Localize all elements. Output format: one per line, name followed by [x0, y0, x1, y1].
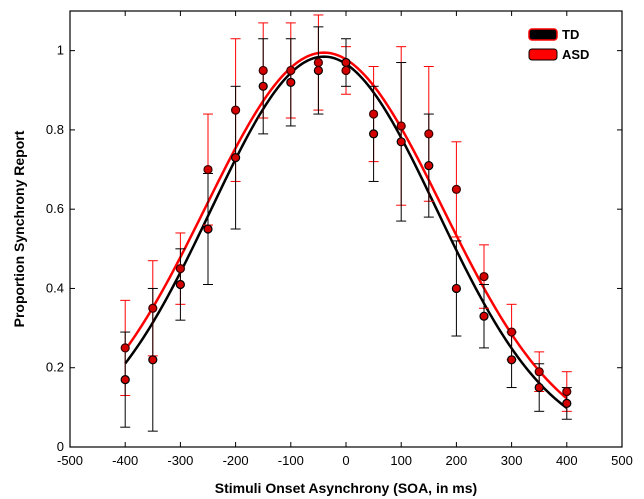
- point-asd: [203, 164, 213, 175]
- x-tick-label: -200: [223, 453, 249, 468]
- point-asd: [534, 367, 544, 377]
- y-tick-label: 0.4: [46, 280, 64, 295]
- point-td: [562, 398, 572, 408]
- fit-curve-td: [124, 55, 568, 409]
- y-tick-label: 1: [57, 43, 64, 58]
- point-td: [258, 81, 268, 91]
- point-td: [424, 160, 434, 171]
- legend-swatch-asd: [528, 48, 558, 61]
- point-asd: [451, 184, 461, 194]
- x-tick-label: 500: [611, 453, 633, 468]
- x-axis-title: Stimuli Onset Asynchrony (SOA, in ms): [215, 480, 477, 496]
- y-axis-title: Proportion Synchrony Report: [11, 130, 27, 327]
- y-tick-label: 0.2: [46, 360, 64, 375]
- point-td: [286, 77, 296, 87]
- point-asd: [313, 57, 323, 68]
- point-td: [120, 375, 130, 385]
- point-asd: [424, 129, 434, 139]
- legend-swatch-td: [528, 28, 558, 41]
- x-tick-label: -400: [112, 453, 138, 468]
- point-asd: [507, 327, 517, 337]
- x-tick-label: -300: [167, 453, 193, 468]
- x-tick-label: 200: [446, 453, 468, 468]
- point-td: [451, 283, 461, 294]
- point-asd: [175, 264, 185, 274]
- point-asd: [396, 121, 406, 131]
- point-asd: [369, 109, 379, 119]
- x-tick-label: 100: [390, 453, 412, 468]
- legend: TD ASD: [528, 27, 589, 62]
- point-td: [534, 382, 544, 393]
- point-td: [396, 137, 406, 147]
- point-td: [507, 355, 517, 365]
- y-tick-label: 0: [57, 439, 64, 454]
- x-tick-label: -500: [57, 453, 83, 468]
- point-asd: [148, 303, 158, 313]
- point-td: [148, 355, 158, 365]
- point-td: [313, 65, 323, 76]
- data-points: [120, 57, 572, 408]
- x-tick-label: 400: [556, 453, 578, 468]
- x-tick-label: -100: [278, 453, 304, 468]
- y-tick-label: 0.6: [46, 201, 64, 216]
- point-asd: [286, 65, 296, 76]
- fit-curves: [124, 51, 568, 409]
- x-tick-label: 300: [501, 453, 523, 468]
- point-asd: [562, 386, 572, 397]
- x-tick-label: 0: [342, 453, 349, 468]
- point-td: [231, 153, 241, 163]
- point-asd: [479, 271, 489, 282]
- y-tick-label: 0.8: [46, 122, 64, 137]
- fit-curve-asd: [124, 51, 568, 400]
- point-td: [203, 224, 213, 234]
- legend-label-td: TD: [562, 27, 579, 42]
- point-td: [479, 311, 489, 321]
- point-td: [369, 129, 379, 139]
- point-asd: [120, 343, 130, 353]
- legend-label-asd: ASD: [562, 47, 589, 62]
- point-td: [175, 279, 185, 290]
- point-asd: [341, 65, 351, 76]
- axis-ticks: -500 -400 -300 -200 -100 0 100 200 300 400 500 0 0.2…: [46, 11, 633, 468]
- point-asd: [231, 105, 241, 115]
- point-asd: [258, 65, 268, 76]
- error-bars: [120, 14, 572, 432]
- point-td: [341, 57, 351, 68]
